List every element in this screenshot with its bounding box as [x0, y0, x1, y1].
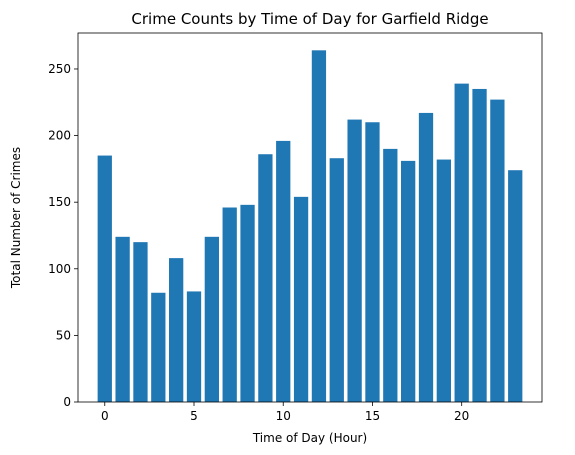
bar-hour-18: [419, 113, 433, 402]
bar-hour-12: [312, 50, 326, 402]
y-tick-label: 150: [48, 195, 71, 209]
bar-hour-13: [330, 158, 344, 402]
bar-hour-19: [437, 160, 451, 402]
bars-group: [98, 50, 523, 402]
y-tick-label: 200: [48, 129, 71, 143]
bar-hour-21: [472, 89, 486, 402]
y-tick-label: 50: [56, 328, 71, 342]
bar-hour-7: [223, 208, 237, 402]
x-tick-label: 10: [276, 409, 291, 423]
x-tick-label: 15: [365, 409, 380, 423]
bar-hour-23: [508, 170, 522, 402]
bar-hour-14: [347, 120, 361, 402]
y-tick-label: 250: [48, 62, 71, 76]
y-tick-label: 0: [63, 395, 71, 409]
bar-hour-15: [365, 122, 379, 402]
bar-hour-10: [276, 141, 290, 402]
y-axis-ticks: 0 50 100 150 200 250: [48, 62, 78, 409]
bar-hour-9: [258, 154, 272, 402]
bar-hour-22: [490, 100, 504, 402]
y-axis-label: Total Number of Crimes: [9, 147, 23, 289]
x-axis-label: Time of Day (Hour): [252, 431, 367, 445]
y-tick-label: 100: [48, 262, 71, 276]
x-tick-label: 20: [454, 409, 469, 423]
x-axis-ticks: 0 5 10 15 20: [101, 402, 469, 423]
bar-hour-5: [187, 291, 201, 402]
bar-hour-16: [383, 149, 397, 402]
x-tick-label: 5: [190, 409, 198, 423]
bar-hour-1: [115, 237, 129, 402]
bar-hour-8: [240, 205, 254, 402]
bar-hour-0: [98, 156, 112, 402]
bar-hour-17: [401, 161, 415, 402]
bar-hour-6: [205, 237, 219, 402]
bar-hour-20: [455, 84, 469, 402]
bar-hour-3: [151, 293, 165, 402]
bar-hour-11: [294, 197, 308, 402]
x-tick-label: 0: [101, 409, 109, 423]
bar-hour-2: [133, 242, 147, 402]
bar-hour-4: [169, 258, 183, 402]
chart-title: Crime Counts by Time of Day for Garfield…: [131, 10, 488, 28]
